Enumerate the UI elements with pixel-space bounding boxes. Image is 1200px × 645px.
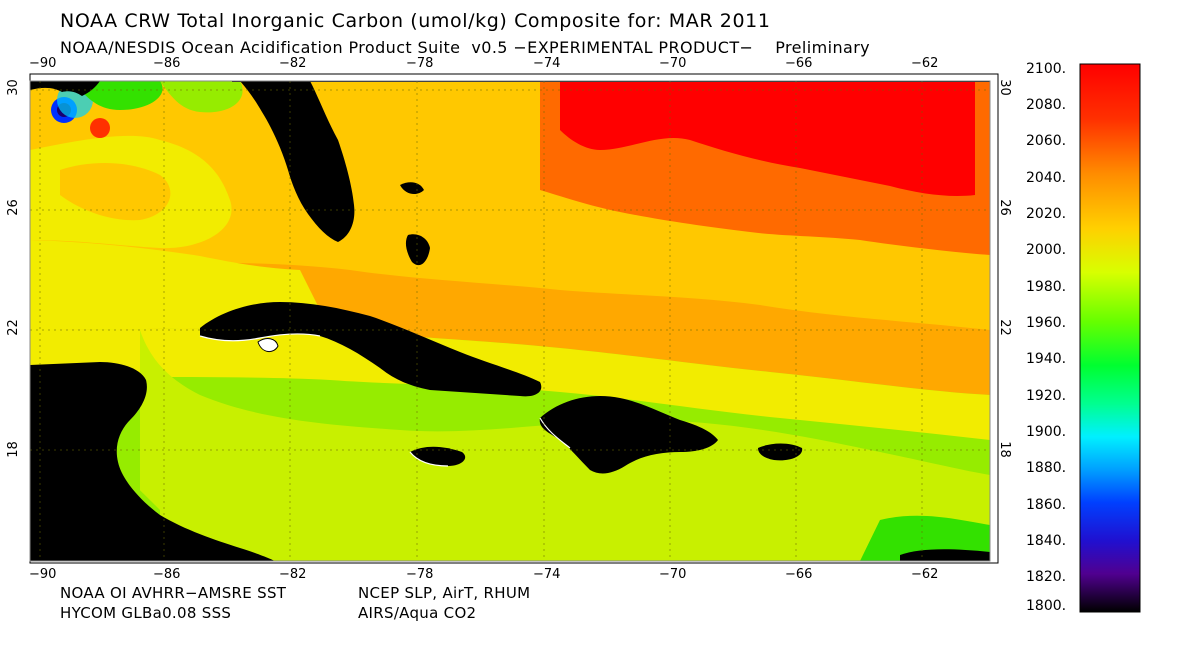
colorbar-label: 1860. [1026,497,1067,513]
colorbar-label: 1800. [1026,598,1067,614]
lat-label-right: 22 [996,319,1012,336]
lon-label-bottom: −74 [533,567,561,582]
credit-sst: NOAA OI AVHRR−AMSRE SST [60,584,287,602]
lon-label-top: −82 [279,56,307,71]
lon-label-bottom: −82 [279,567,307,582]
lon-label-top: −62 [911,56,939,71]
lon-label-top: −78 [406,56,434,71]
colorbar-label: 2060. [1026,133,1067,149]
lon-label-bottom: −90 [29,567,57,582]
lat-label-right: 18 [996,441,1012,458]
lon-label-top: −66 [785,56,813,71]
carbon-field [30,81,990,561]
lon-label-top: −86 [153,56,181,71]
lat-label-left: 26 [5,199,21,216]
lat-label-left: 18 [5,441,21,458]
colorbar-label: 1940. [1026,351,1067,367]
colorbar-label: 1920. [1026,388,1067,404]
graticule [30,81,990,561]
lon-label-bottom: −62 [911,567,939,582]
lat-label-left: 30 [5,79,21,96]
colorbar-label: 2020. [1026,206,1067,222]
lat-label-right: 30 [996,79,1012,96]
credit-sss: HYCOM GLBa0.08 SSS [60,604,232,622]
lon-label-bottom: −86 [153,567,181,582]
credit-ncep: NCEP SLP, AirT, RHUM [358,584,531,602]
colorbar [1079,63,1141,613]
lat-label-left: 22 [5,319,21,336]
lon-label-bottom: −78 [406,567,434,582]
colorbar-label: 2000. [1026,242,1067,258]
colorbar-label: 1880. [1026,460,1067,476]
lat-label-right: 26 [996,199,1012,216]
colorbar-label: 1900. [1026,424,1067,440]
map-subtitle: NOAA/NESDIS Ocean Acidification Product … [60,38,871,57]
lon-label-bottom: −66 [785,567,813,582]
colorbar-label: 2100. [1026,61,1067,77]
lon-label-bottom: −70 [659,567,687,582]
colorbar-label: 1960. [1026,315,1067,331]
land-masses [30,81,990,561]
lon-label-top: −70 [659,56,687,71]
colorbar-label: 1840. [1026,533,1067,549]
colorbar-label: 2040. [1026,170,1067,186]
colorbar-label: 1820. [1026,569,1067,585]
map-title: NOAA CRW Total Inorganic Carbon (umol/kg… [60,10,771,32]
colorbar-label: 2080. [1026,97,1067,113]
lon-label-top: −74 [533,56,561,71]
colorbar-label: 1980. [1026,279,1067,295]
credit-airs: AIRS/Aqua CO2 [358,604,477,622]
lon-label-top: −90 [29,56,57,71]
